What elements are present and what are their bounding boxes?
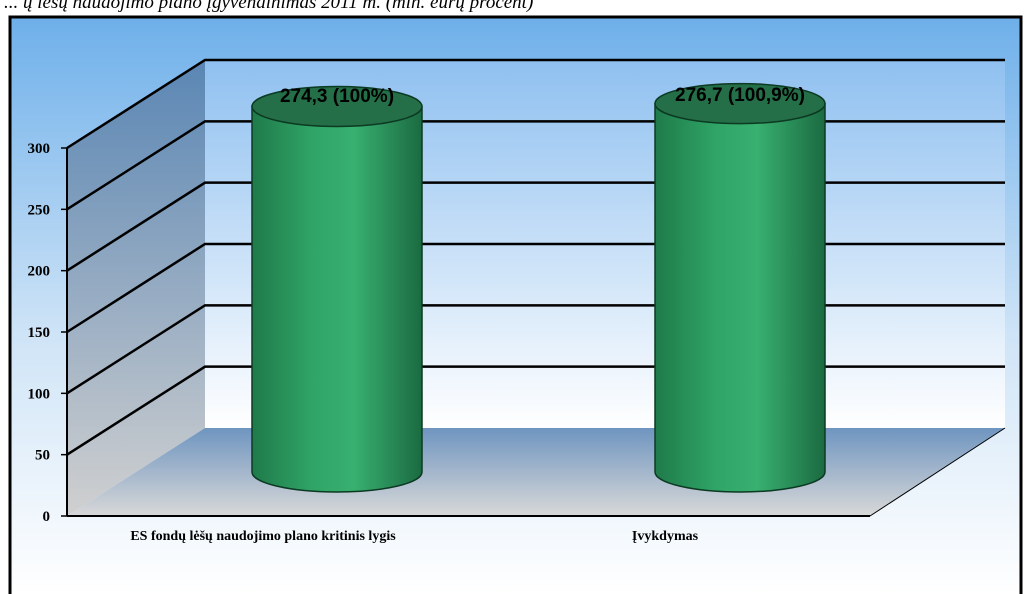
x-tick-label-0: ES fondų lėšų naudojimo plano kritinis l… bbox=[130, 529, 396, 544]
y-tick-label: 150 bbox=[28, 325, 51, 341]
x-tick-label-1: Įvykdymas bbox=[632, 529, 699, 544]
y-tick-label: 200 bbox=[28, 264, 51, 280]
y-tick-label: 100 bbox=[28, 386, 51, 402]
bars bbox=[251, 82, 826, 493]
y-tick-label: 300 bbox=[28, 141, 51, 157]
floor bbox=[67, 428, 1005, 516]
gridline bbox=[66, 58, 1005, 150]
bar-body bbox=[251, 105, 423, 493]
data-label-0: 274,3 (100%) bbox=[280, 86, 394, 107]
bar-1 bbox=[654, 82, 826, 493]
bar-body bbox=[654, 102, 826, 493]
y-ticks: 0 50 100 150 200 250 300 bbox=[28, 141, 67, 525]
y-tick-label: 0 bbox=[43, 509, 51, 525]
bar-0 bbox=[251, 85, 423, 493]
bar-top bbox=[251, 85, 423, 128]
y-tick-label: 250 bbox=[28, 202, 51, 218]
y-tick-label: 50 bbox=[35, 448, 50, 464]
figure-caption: ... ų lėšų naudojimo plano įgyvendinimas… bbox=[4, 0, 533, 13]
bar-top bbox=[654, 82, 826, 125]
data-label-1: 276,7 (100,9%) bbox=[675, 85, 805, 106]
floor-right-edge bbox=[869, 427, 1006, 517]
